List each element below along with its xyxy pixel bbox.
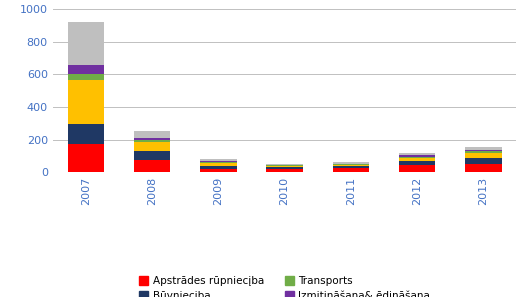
Bar — [399, 165, 435, 172]
Bar — [333, 166, 369, 168]
Bar — [134, 131, 170, 138]
Bar — [200, 159, 237, 161]
Bar — [399, 157, 435, 158]
Bar — [333, 162, 369, 164]
Bar — [399, 153, 435, 155]
Bar — [134, 140, 170, 142]
Bar — [67, 22, 104, 65]
Bar — [67, 145, 104, 172]
Bar — [465, 157, 502, 164]
Bar — [200, 169, 237, 172]
Bar — [399, 161, 435, 165]
Bar — [67, 74, 104, 80]
Bar — [134, 160, 170, 172]
Bar — [200, 166, 237, 169]
Bar — [134, 151, 170, 160]
Bar — [333, 164, 369, 165]
Bar — [465, 150, 502, 151]
Bar — [399, 155, 435, 157]
Bar — [333, 165, 369, 166]
Bar — [399, 158, 435, 161]
Bar — [266, 169, 303, 172]
Bar — [465, 147, 502, 150]
Bar — [465, 164, 502, 172]
Bar — [67, 124, 104, 145]
Bar — [67, 65, 104, 74]
Bar — [266, 164, 303, 165]
Bar — [333, 168, 369, 172]
Bar — [266, 165, 303, 166]
Legend: Apstrādes rūpniecįba, Būvniecįba, Tirdzniecįba, Transports, Izmitiņāšana& ēdināš: Apstrādes rūpniecįba, Būvniecįba, Tirdzn… — [135, 272, 434, 297]
Bar — [200, 161, 237, 162]
Bar — [200, 163, 237, 166]
Bar — [465, 151, 502, 153]
Bar — [134, 138, 170, 140]
Bar — [266, 166, 303, 168]
Bar — [200, 162, 237, 163]
Bar — [67, 80, 104, 124]
Bar — [134, 142, 170, 151]
Bar — [266, 168, 303, 169]
Bar — [465, 153, 502, 157]
